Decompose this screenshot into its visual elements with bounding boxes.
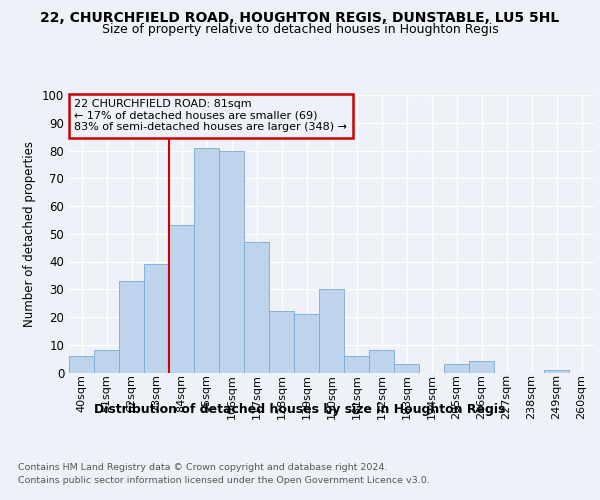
Text: Size of property relative to detached houses in Houghton Regis: Size of property relative to detached ho… <box>101 24 499 36</box>
Text: Contains HM Land Registry data © Crown copyright and database right 2024.: Contains HM Land Registry data © Crown c… <box>18 462 388 471</box>
Bar <box>369 350 394 372</box>
Bar <box>394 364 419 372</box>
Bar <box>194 148 219 372</box>
Bar <box>319 289 344 372</box>
Bar <box>444 364 469 372</box>
Bar <box>94 350 119 372</box>
Text: 22, CHURCHFIELD ROAD, HOUGHTON REGIS, DUNSTABLE, LU5 5HL: 22, CHURCHFIELD ROAD, HOUGHTON REGIS, DU… <box>40 11 560 25</box>
Bar <box>344 356 369 372</box>
Bar <box>119 281 144 372</box>
Bar <box>269 312 294 372</box>
Text: Distribution of detached houses by size in Houghton Regis: Distribution of detached houses by size … <box>94 402 506 415</box>
Bar <box>69 356 94 372</box>
Bar <box>294 314 319 372</box>
Text: 22 CHURCHFIELD ROAD: 81sqm
← 17% of detached houses are smaller (69)
83% of semi: 22 CHURCHFIELD ROAD: 81sqm ← 17% of deta… <box>74 99 347 132</box>
Bar <box>544 370 569 372</box>
Bar <box>169 226 194 372</box>
Bar <box>469 362 494 372</box>
Bar <box>244 242 269 372</box>
Bar <box>219 150 244 372</box>
Text: Contains public sector information licensed under the Open Government Licence v3: Contains public sector information licen… <box>18 476 430 485</box>
Y-axis label: Number of detached properties: Number of detached properties <box>23 141 37 327</box>
Bar <box>144 264 169 372</box>
